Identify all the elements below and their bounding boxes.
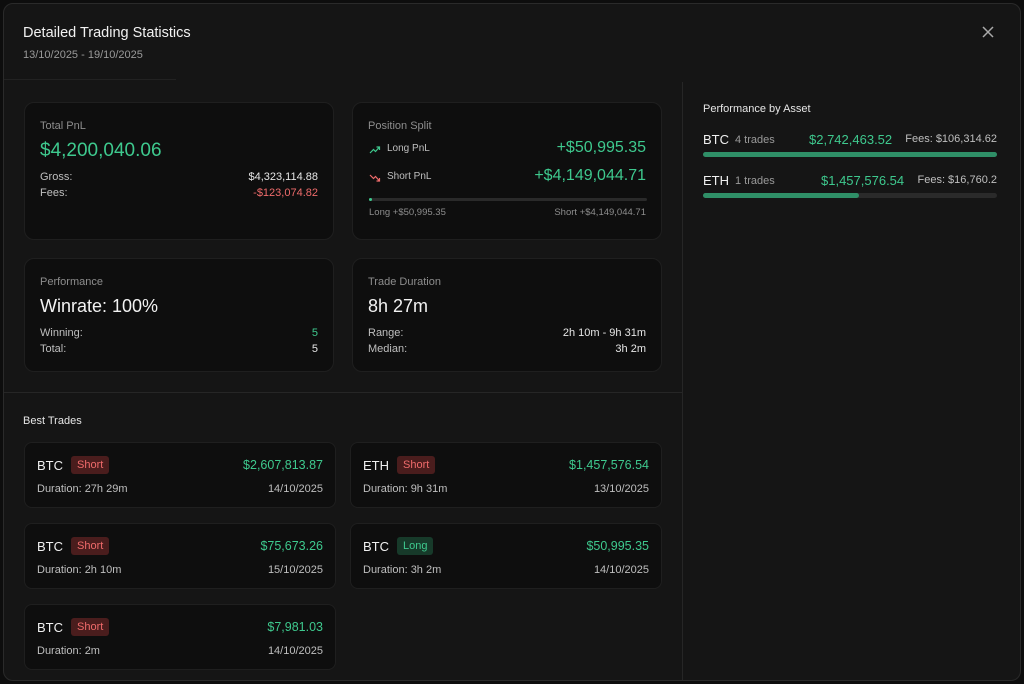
trend-up-icon xyxy=(369,146,381,154)
total-pnl-label: Total PnL xyxy=(40,120,86,132)
asset-row-btc[interactable]: BTC 4 trades $2,742,463.52 Fees: $106,31… xyxy=(703,132,997,160)
winning-label: Winning: xyxy=(40,327,83,339)
left-panel: Total PnL $4,200,040.06 Gross: $4,323,11… xyxy=(4,82,682,680)
trade-pnl: $1,457,576.54 xyxy=(569,458,649,472)
trade-side-badge: Short xyxy=(71,456,110,474)
trade-duration: Duration: 9h 31m xyxy=(363,483,448,495)
asset-trade-count: 4 trades xyxy=(735,134,775,146)
trade-card[interactable]: ETH Short $1,457,576.54 Duration: 9h 31m… xyxy=(350,442,662,508)
asset-fees: Fees: $16,760.2 xyxy=(917,174,997,186)
median-value: 3h 2m xyxy=(615,343,646,355)
long-pnl-value: +$50,995.35 xyxy=(556,139,646,156)
trade-asset: BTC xyxy=(37,539,63,554)
total-pnl-card: Total PnL $4,200,040.06 Gross: $4,323,11… xyxy=(24,102,334,240)
asset-symbol: BTC xyxy=(703,132,729,147)
short-caption: Short +$4,149,044.71 xyxy=(554,207,646,218)
asset-trade-count: 1 trades xyxy=(735,175,775,187)
section-divider xyxy=(4,392,682,393)
modal-header: Detailed Trading Statistics 13/10/2025 -… xyxy=(4,4,1020,82)
long-pnl-label: Long PnL xyxy=(387,143,430,154)
trade-side-badge: Short xyxy=(397,456,436,474)
trade-pnl: $50,995.35 xyxy=(586,539,649,553)
range-label: Range: xyxy=(368,327,404,339)
best-trades-title: Best Trades xyxy=(23,415,82,427)
trade-duration: Duration: 2h 10m xyxy=(37,564,122,576)
trade-date: 13/10/2025 xyxy=(593,483,649,495)
total-pnl-value: $4,200,040.06 xyxy=(40,140,162,161)
trade-side-badge: Short xyxy=(71,537,110,555)
gross-label: Gross: xyxy=(40,171,73,183)
trade-asset: BTC xyxy=(363,539,389,554)
fees-value: -$123,074.82 xyxy=(253,187,318,199)
short-pnl-value: +$4,149,044.71 xyxy=(534,167,646,184)
trade-duration-card: Trade Duration 8h 27m Range: 2h 10m - 9h… xyxy=(352,258,662,372)
winning-value: 5 xyxy=(311,327,318,339)
trade-date: 15/10/2025 xyxy=(267,564,323,576)
split-bar-long-fill xyxy=(369,198,373,201)
total-value: 5 xyxy=(311,343,318,355)
duration-headline: 8h 27m xyxy=(368,296,429,316)
trade-asset: BTC xyxy=(37,458,63,473)
asset-amount: $2,742,463.52 xyxy=(809,132,893,147)
range-value: 2h 10m - 9h 31m xyxy=(562,327,646,339)
close-button[interactable] xyxy=(978,22,998,42)
asset-amount: $1,457,576.54 xyxy=(821,173,905,188)
trade-asset: BTC xyxy=(37,620,63,635)
asset-row-eth[interactable]: ETH 1 trades $1,457,576.54 Fees: $16,760… xyxy=(703,173,997,201)
asset-bar-fill xyxy=(703,152,997,157)
asset-bar xyxy=(703,152,997,157)
trade-date: 14/10/2025 xyxy=(267,645,323,657)
asset-bar xyxy=(703,193,997,198)
winrate-headline: Winrate: 100% xyxy=(40,296,159,316)
trade-duration: Duration: 3h 2m xyxy=(363,564,442,576)
trade-duration: Duration: 2m xyxy=(37,645,100,657)
trade-pnl: $7,981.03 xyxy=(267,620,323,634)
asset-symbol: ETH xyxy=(703,173,729,188)
split-bar xyxy=(369,198,647,201)
trade-side-badge: Long xyxy=(397,537,434,555)
asset-fees: Fees: $106,314.62 xyxy=(905,133,997,145)
trade-duration-label: Trade Duration xyxy=(368,276,441,288)
performance-card: Performance Winrate: 100% Winning: 5 Tot… xyxy=(24,258,334,372)
asset-bar-fill xyxy=(703,193,859,198)
trade-side-badge: Short xyxy=(71,618,110,636)
gross-value: $4,323,114.88 xyxy=(248,171,318,183)
right-panel: Performance by Asset BTC 4 trades $2,742… xyxy=(682,82,1020,680)
position-split-card: Position Split Long PnL +$50,995.35 Shor… xyxy=(352,102,662,240)
header-divider xyxy=(4,79,176,80)
trade-pnl: $2,607,813.87 xyxy=(243,458,323,472)
trade-card[interactable]: BTC Short $7,981.03 Duration: 2m 14/10/2… xyxy=(24,604,336,670)
long-caption: Long +$50,995.35 xyxy=(369,207,446,218)
fees-label: Fees: xyxy=(40,187,68,199)
trend-down-icon xyxy=(369,174,381,182)
trade-card[interactable]: BTC Long $50,995.35 Duration: 3h 2m 14/1… xyxy=(350,523,662,589)
median-label: Median: xyxy=(368,343,408,355)
trade-card[interactable]: BTC Short $2,607,813.87 Duration: 27h 29… xyxy=(24,442,336,508)
modal-title: Detailed Trading Statistics xyxy=(23,25,191,41)
performance-by-asset-title: Performance by Asset xyxy=(703,103,811,115)
date-range: 13/10/2025 - 19/10/2025 xyxy=(23,49,143,61)
position-split-label: Position Split xyxy=(368,120,432,132)
performance-label: Performance xyxy=(40,276,103,288)
trading-stats-modal: Detailed Trading Statistics 13/10/2025 -… xyxy=(3,3,1021,681)
total-label: Total: xyxy=(40,343,67,355)
trade-pnl: $75,673.26 xyxy=(260,539,323,553)
trade-asset: ETH xyxy=(363,458,389,473)
trade-date: 14/10/2025 xyxy=(267,483,323,495)
trade-duration: Duration: 27h 29m xyxy=(37,483,128,495)
trade-card[interactable]: BTC Short $75,673.26 Duration: 2h 10m 15… xyxy=(24,523,336,589)
short-pnl-label: Short PnL xyxy=(387,171,432,182)
trade-date: 14/10/2025 xyxy=(593,564,649,576)
close-icon xyxy=(982,26,994,38)
